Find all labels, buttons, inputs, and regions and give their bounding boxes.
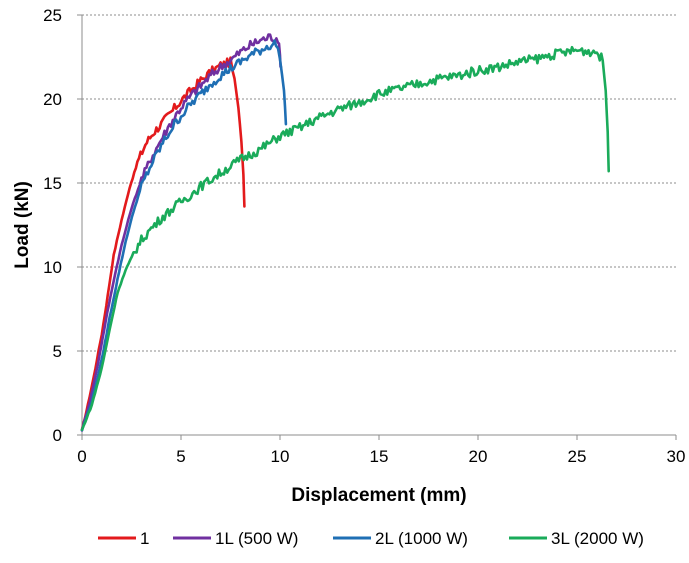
series-line-3 bbox=[80, 39, 288, 432]
y-tick-label-20: 20 bbox=[43, 90, 62, 109]
y-axis-title: Load (kN) bbox=[12, 181, 33, 269]
axes bbox=[77, 14, 677, 440]
x-tick-label-30: 30 bbox=[667, 447, 686, 466]
legend-label-2: 1L (500 W) bbox=[215, 529, 298, 548]
tick-labels: 0 5 10 15 20 25 30 0 5 10 15 20 25 bbox=[43, 6, 685, 466]
legend-label-1: 1 bbox=[140, 529, 149, 548]
series-line-1 bbox=[80, 56, 246, 431]
gridlines bbox=[82, 14, 676, 352]
x-tick-label-10: 10 bbox=[271, 447, 290, 466]
y-tick-label-25: 25 bbox=[43, 6, 62, 25]
series-layer bbox=[80, 33, 611, 432]
x-tick-label-25: 25 bbox=[568, 447, 587, 466]
legend: 1 1L (500 W) 2L (1000 W) 3L (2000 W) bbox=[98, 529, 644, 548]
legend-label-3: 2L (1000 W) bbox=[375, 529, 468, 548]
x-tick-label-15: 15 bbox=[370, 447, 389, 466]
y-tick-label-15: 15 bbox=[43, 174, 62, 193]
series-line-2 bbox=[80, 33, 283, 432]
y-tick-label-0: 0 bbox=[53, 426, 62, 445]
x-tick-label-20: 20 bbox=[469, 447, 488, 466]
x-tick-label-0: 0 bbox=[77, 447, 86, 466]
y-tick-label-5: 5 bbox=[53, 342, 62, 361]
x-tick-label-5: 5 bbox=[176, 447, 185, 466]
x-axis-title: Displacement (mm) bbox=[291, 485, 466, 506]
legend-label-4: 3L (2000 W) bbox=[551, 529, 644, 548]
y-tick-label-10: 10 bbox=[43, 258, 62, 277]
series-line-4 bbox=[80, 45, 611, 432]
